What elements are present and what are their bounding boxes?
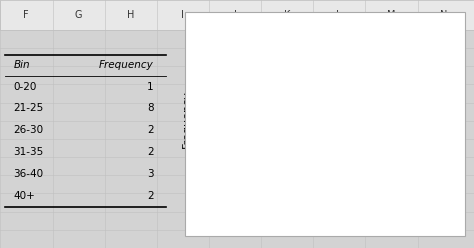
- Bar: [301, 168, 332, 201]
- Text: 3: 3: [147, 169, 154, 179]
- Text: 1: 1: [147, 82, 154, 92]
- Text: 2: 2: [147, 125, 154, 135]
- Text: F: F: [23, 10, 29, 20]
- Bar: [228, 185, 260, 201]
- Title: Histogram: Histogram: [290, 18, 379, 33]
- Text: H: H: [127, 10, 134, 20]
- Text: 0-20: 0-20: [14, 82, 37, 92]
- Text: 21-25: 21-25: [14, 103, 44, 113]
- Text: Bin: Bin: [14, 60, 30, 70]
- Text: 40+: 40+: [14, 191, 36, 201]
- Text: 26-30: 26-30: [14, 125, 44, 135]
- Bar: [408, 168, 440, 201]
- Bar: [337, 168, 368, 201]
- Y-axis label: Frequency: Frequency: [182, 90, 191, 148]
- Bar: [372, 152, 404, 201]
- Text: M: M: [387, 10, 395, 20]
- Text: 2: 2: [147, 147, 154, 157]
- Text: 31-35: 31-35: [14, 147, 44, 157]
- Text: Frequency: Frequency: [99, 60, 154, 70]
- Bar: [0, 0, 474, 30]
- X-axis label: Bin: Bin: [325, 223, 343, 233]
- Text: N: N: [439, 10, 447, 20]
- Text: 2: 2: [147, 191, 154, 201]
- Text: I: I: [181, 10, 184, 20]
- Text: 36-40: 36-40: [14, 169, 44, 179]
- Text: 8: 8: [147, 103, 154, 113]
- Bar: [264, 70, 296, 201]
- Text: K: K: [283, 10, 290, 20]
- Text: J: J: [233, 10, 236, 20]
- Text: L: L: [336, 10, 342, 20]
- Text: G: G: [74, 10, 82, 20]
